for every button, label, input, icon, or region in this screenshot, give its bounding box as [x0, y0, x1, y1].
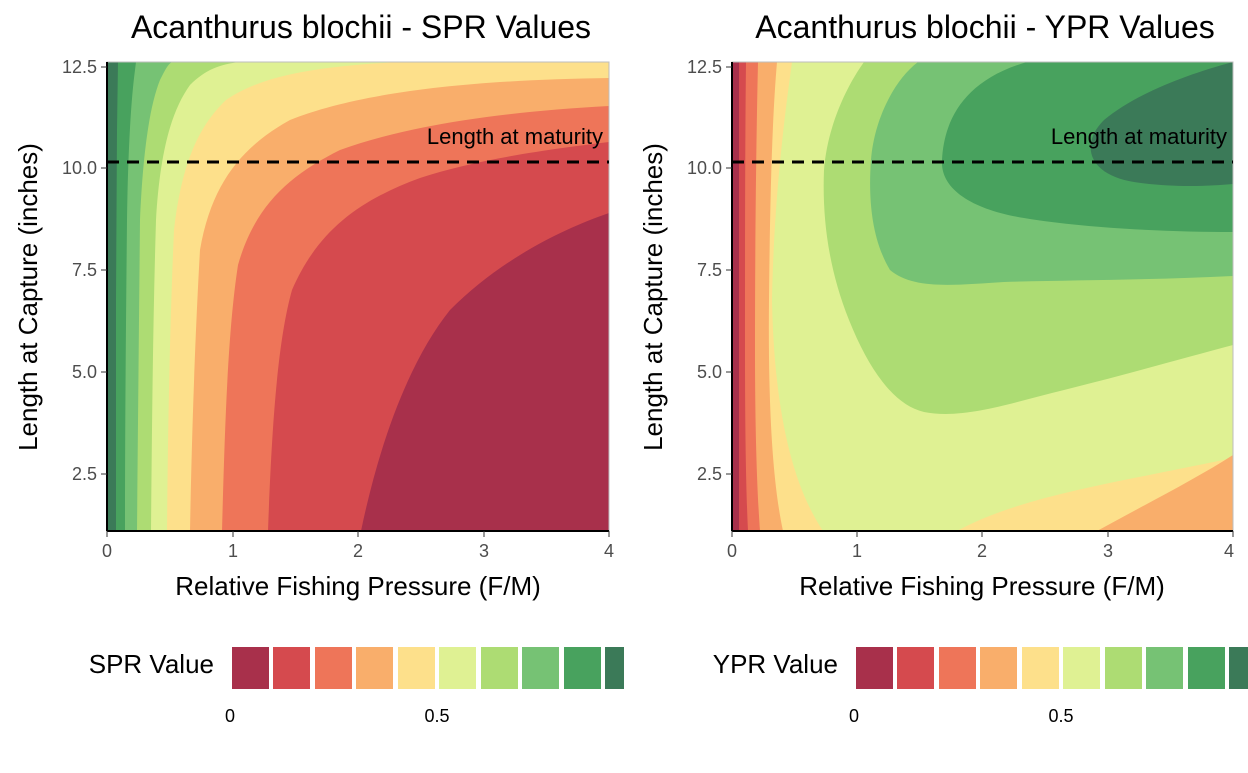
spr-legend-tick-label: 0.5 — [424, 706, 449, 726]
ypr-x-tick-label: 1 — [852, 541, 862, 561]
ypr-legend-swatch — [1229, 647, 1248, 689]
ypr-legend-swatch — [1146, 647, 1183, 689]
spr-x-tick-label: 1 — [228, 541, 238, 561]
ypr-y-axis-title: Length at Capture (inches) — [638, 143, 668, 451]
ypr-x-axis-title: Relative Fishing Pressure (F/M) — [799, 571, 1165, 601]
spr-x-tick-label: 3 — [479, 541, 489, 561]
ypr-x-tick-label: 0 — [727, 541, 737, 561]
spr-legend-swatch — [356, 647, 393, 689]
spr-band-3 — [107, 62, 609, 531]
spr-legend-swatch — [273, 647, 310, 689]
spr-maturity-label: Length at maturity — [427, 124, 603, 149]
spr-y-tick-label: 2.5 — [72, 464, 97, 484]
ypr-y-tick-label: 2.5 — [697, 464, 722, 484]
spr-chart-panel: Acanthurus blochii - SPR Values Length a… — [0, 0, 624, 768]
ypr-band-orange-corner — [1097, 455, 1233, 531]
ypr-x-tick-label: 4 — [1224, 541, 1234, 561]
ypr-legend-swatch — [1188, 647, 1225, 689]
spr-legend-swatch — [439, 647, 476, 689]
spr-x-tick-label: 0 — [102, 541, 112, 561]
ypr-legend-swatch — [980, 647, 1017, 689]
ypr-y-tick-label: 7.5 — [697, 260, 722, 280]
ypr-y-tick-label: 10.0 — [687, 158, 722, 178]
ypr-y-tick-label: 5.0 — [697, 362, 722, 382]
ypr-maturity-label: Length at maturity — [1051, 124, 1227, 149]
ypr-band-green-4 — [1090, 62, 1233, 186]
ypr-x-tick-label: 2 — [977, 541, 987, 561]
spr-legend-swatch — [398, 647, 435, 689]
ypr-legend-swatch — [897, 647, 934, 689]
spr-legend-swatch — [232, 647, 269, 689]
spr-legend-swatch — [315, 647, 352, 689]
ypr-chart-svg: Acanthurus blochii - YPR Values Length a… — [638, 9, 1248, 726]
ypr-legend-title: YPR Value — [713, 649, 838, 679]
ypr-legend-swatch — [1105, 647, 1142, 689]
ypr-legend-tick-label: 0.5 — [1048, 706, 1073, 726]
spr-y-tick-label: 7.5 — [72, 260, 97, 280]
ypr-x-tick-label: 3 — [1103, 541, 1113, 561]
spr-y-axis-title: Length at Capture (inches) — [13, 143, 43, 451]
spr-plot-area — [107, 62, 609, 531]
spr-band-5 — [107, 62, 400, 531]
spr-y-axis: 2.5 5.0 7.5 10.0 12.5 — [62, 57, 107, 484]
ypr-legend-tick-label: 0 — [849, 706, 859, 726]
spr-legend-title: SPR Value — [89, 649, 214, 679]
ypr-chart-panel: Acanthurus blochii - YPR Values Length a… — [624, 0, 1248, 768]
spr-x-axis-title: Relative Fishing Pressure (F/M) — [175, 571, 541, 601]
spr-legend-swatch — [605, 647, 624, 689]
spr-legend: SPR Value 0 0.5 — [89, 647, 624, 726]
spr-legend-swatch — [564, 647, 601, 689]
spr-y-tick-label: 10.0 — [62, 158, 97, 178]
ypr-y-axis: 2.5 5.0 7.5 10.0 12.5 — [687, 57, 732, 484]
ypr-band-darkred-left — [732, 62, 739, 531]
ypr-legend-swatch — [1063, 647, 1100, 689]
spr-y-tick-label: 12.5 — [62, 57, 97, 77]
spr-chart-svg: Acanthurus blochii - SPR Values Length a… — [13, 9, 624, 726]
spr-chart-title: Acanthurus blochii - SPR Values — [131, 9, 591, 45]
spr-legend-tick-label: 0 — [225, 706, 235, 726]
spr-x-tick-label: 4 — [604, 541, 614, 561]
spr-band-9 — [107, 62, 118, 531]
spr-legend-swatch — [481, 647, 518, 689]
ypr-chart-title: Acanthurus blochii - YPR Values — [755, 9, 1215, 45]
ypr-legend-swatch — [939, 647, 976, 689]
ypr-legend-swatch — [856, 647, 893, 689]
ypr-x-axis: 0 1 2 3 4 — [727, 531, 1234, 561]
ypr-legend-swatch — [1022, 647, 1059, 689]
ypr-legend: YPR Value 0 0.5 — [713, 647, 1248, 726]
spr-y-tick-label: 5.0 — [72, 362, 97, 382]
ypr-plot-area — [732, 62, 1233, 531]
spr-x-tick-label: 2 — [353, 541, 363, 561]
spr-legend-swatch — [522, 647, 559, 689]
spr-x-axis: 0 1 2 3 4 — [102, 531, 614, 561]
ypr-y-tick-label: 12.5 — [687, 57, 722, 77]
